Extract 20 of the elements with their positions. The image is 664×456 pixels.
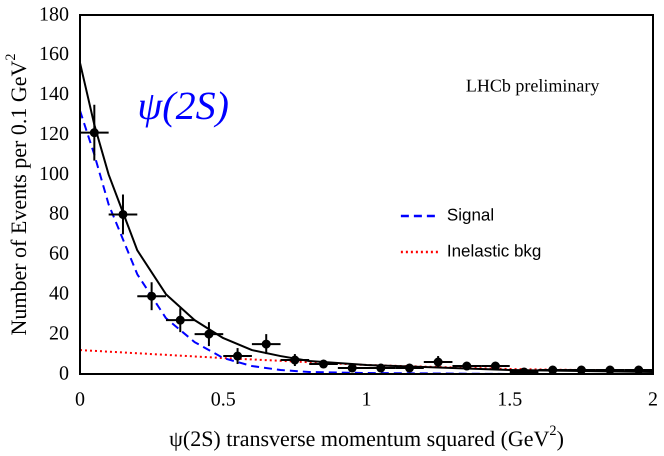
y-tick-label: 100 (39, 162, 69, 185)
x-tick-label: 0.5 (210, 388, 236, 410)
x-tick-label: 2 (648, 388, 658, 410)
y-tick-label: 60 (49, 242, 69, 265)
y-tick-label: 120 (39, 122, 69, 145)
y-tick-label: 140 (39, 83, 69, 106)
annotation: ψ(2S) (137, 82, 229, 128)
y-tick-label: 80 (49, 202, 69, 225)
legend-label: Signal (446, 206, 494, 225)
y-axis-title: Number of Events per 0.1 GeV2 (2, 53, 31, 336)
x-tick-label: 0 (75, 388, 85, 410)
y-tick-label: 0 (59, 362, 69, 384)
y-tick-label: 40 (49, 282, 69, 304)
x-tick-label: 1 (362, 388, 372, 410)
y-tick-label: 180 (39, 3, 69, 26)
y-tick-label: 20 (49, 322, 69, 344)
annotation: LHCb preliminary (466, 76, 600, 96)
x-tick-label: 1.5 (497, 388, 522, 410)
legend-label: Inelastic bkg (446, 242, 542, 261)
y-tick-label: 160 (39, 43, 69, 66)
